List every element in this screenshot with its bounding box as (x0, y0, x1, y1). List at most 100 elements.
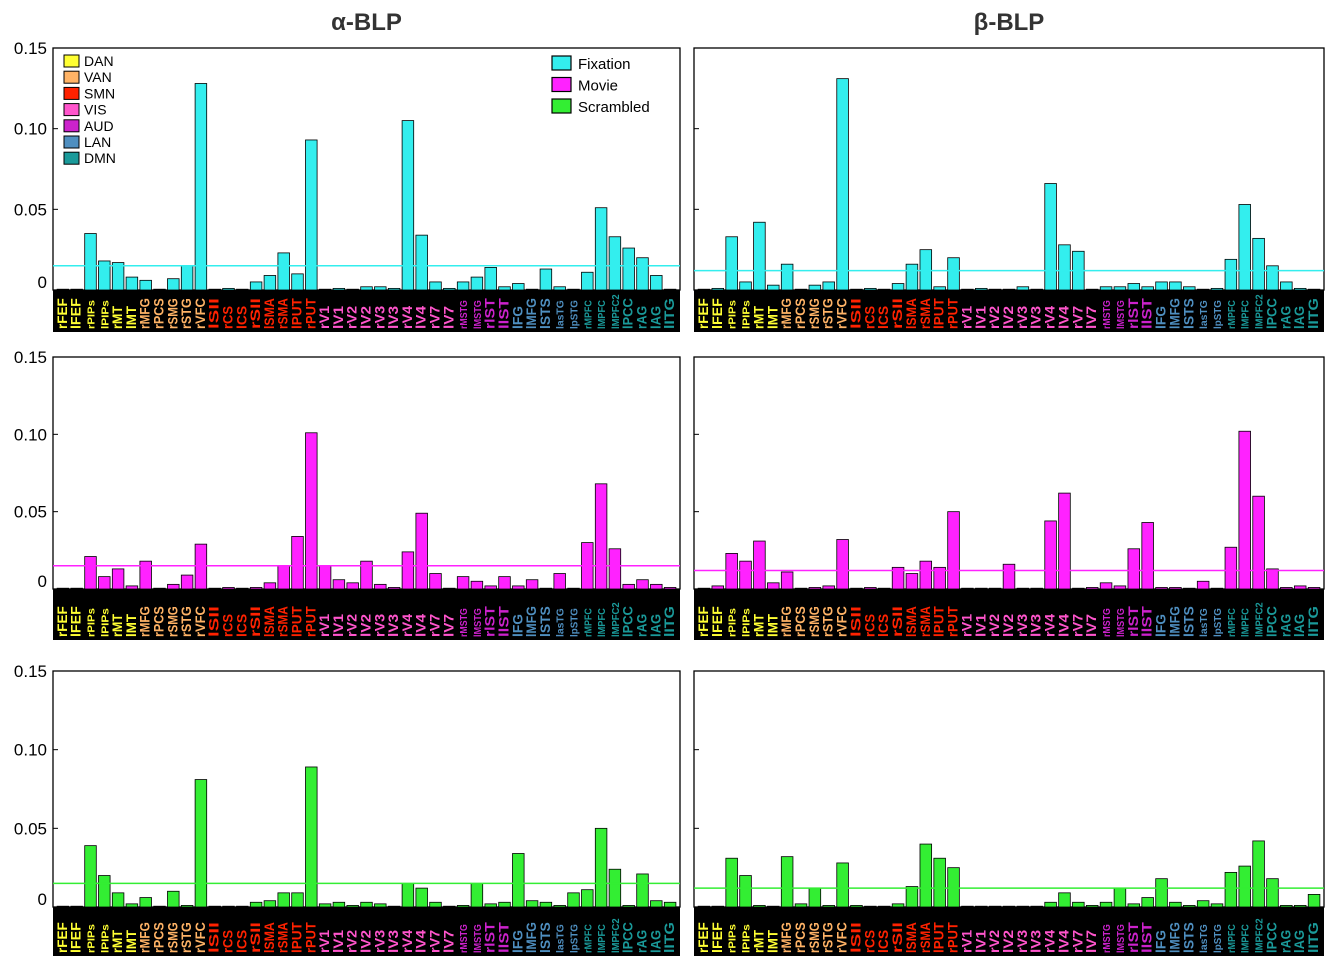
bar-rMPFC (1224, 871, 1238, 908)
bar-lSMA (263, 900, 277, 908)
bar-lMFG (525, 288, 539, 291)
x-tick-label: rVFC (192, 922, 208, 953)
bar-rSTG (180, 574, 194, 590)
x-tick-label: lasTG (555, 300, 567, 329)
x-tick-label: lV2 (1000, 306, 1016, 329)
bar-lMPFC (594, 827, 608, 908)
x-tick-label: rMT (109, 306, 125, 329)
bar-lPCC (1266, 265, 1279, 291)
x-tick-label: rMT (750, 614, 766, 637)
x-tick-label: rSMG (806, 298, 822, 329)
x-tick-label: rV3 (371, 306, 387, 329)
bars (697, 78, 1321, 291)
x-tick-label: lSII (847, 922, 863, 953)
x-tick-label: rSII (889, 922, 905, 953)
bar-rPUT (305, 766, 318, 908)
bar-lMPFC (594, 207, 608, 291)
bar-rPIPs (84, 233, 97, 291)
bar-rV4 (1044, 520, 1057, 590)
bar-lV7 (1085, 905, 1099, 908)
x-tick-label: rMFG (137, 298, 153, 329)
x-tick-label: rV7 (1069, 930, 1085, 953)
bar-lFG (1155, 281, 1168, 291)
bar-lPUT (933, 286, 946, 291)
bar-rSTG (180, 905, 194, 908)
bar-rV1 (961, 905, 974, 908)
x-tick-label: lPUT (931, 298, 947, 329)
x-tick-label: rlST (482, 606, 498, 637)
bar-rCS (222, 287, 235, 291)
bar-rAG (1280, 587, 1293, 590)
legend-swatch-scrambled (551, 98, 572, 114)
bar-lMT (767, 905, 780, 908)
x-tick-label: rV1 (316, 306, 332, 329)
x-tick-label: lPUT (289, 298, 305, 329)
x-tick-label: rV3 (1014, 614, 1030, 637)
x-tick-label: rAG (1277, 614, 1293, 637)
legend-label: VAN (84, 69, 112, 85)
bar-rPCS (794, 288, 808, 291)
bar-rPIPs (725, 553, 738, 590)
x-tick-label: rAG (634, 614, 650, 637)
bar-lV2 (360, 901, 373, 908)
bar-lMPFC2 (608, 548, 622, 590)
x-tick-label: lMPFC (596, 608, 608, 637)
bar-rSMA (919, 249, 933, 291)
bar-lITG (663, 901, 677, 908)
bar-lV1 (332, 901, 346, 908)
bar-rMFG (139, 560, 152, 590)
bar-lV1 (332, 579, 346, 590)
x-tick-label: lMPFC (596, 300, 608, 329)
bar-lSII (208, 905, 221, 908)
bar-rAG (636, 579, 649, 590)
bar-lSTS (1183, 587, 1196, 590)
x-tick-label: lPUT (931, 606, 947, 637)
bar-rSII (891, 283, 905, 291)
x-tick-label: llST (1139, 298, 1155, 329)
x-tick-label: rVFC (834, 298, 850, 329)
bar-lPCC (622, 905, 635, 908)
bar-rVFC (194, 543, 208, 590)
x-tick-label: lSMA (261, 606, 277, 637)
x-tick-label: lV2 (1000, 930, 1016, 953)
chart-title: α-BLP (331, 9, 402, 36)
bar-rMFG (780, 856, 794, 908)
x-tick-label: rMSTG (1101, 300, 1113, 329)
x-tick-label: lMPFC2 (1254, 602, 1266, 637)
bar-rSMG (808, 887, 822, 908)
legend-label: Scrambled (578, 99, 650, 116)
bar-rAG (1280, 905, 1293, 908)
bar-lMPFC (594, 483, 608, 590)
x-tick-label: rMT (109, 930, 125, 953)
x-tick-label: rPIPs (86, 608, 98, 637)
x-tick-label: lPIPs (741, 300, 753, 329)
bar-lV2 (1002, 288, 1016, 291)
x-tick-label: rV1 (958, 306, 974, 329)
bar-rSTG (180, 265, 194, 291)
bar-rMPFC (581, 271, 594, 291)
x-tick-label: lMT (123, 929, 139, 953)
bar-lFG (512, 585, 525, 590)
x-tick-label: rPCS (151, 606, 167, 637)
x-tick-label: rMPFC (1226, 300, 1238, 329)
x-tick-label: rV3 (371, 614, 387, 637)
x-tick-label: rSMG (806, 922, 822, 953)
x-tick-label: rlST (1125, 298, 1141, 329)
x-tick-label: rSMA (917, 922, 933, 953)
plot-frame (693, 47, 1325, 291)
x-tick-label: lCS (875, 614, 891, 637)
bar-lV1 (975, 587, 988, 590)
bar-rAG (636, 257, 649, 291)
bar-lFEF (711, 287, 725, 291)
bar-rPUT (305, 139, 318, 291)
label-strip (694, 290, 1324, 332)
x-tick-label: lMFG (1166, 298, 1182, 329)
bar-lMSTG (1113, 286, 1127, 291)
x-tick-label: lPIPs (741, 608, 753, 637)
x-tick-label: lV3 (385, 306, 401, 329)
x-tick-label: rlST (482, 922, 498, 953)
bar-rV3 (1016, 587, 1030, 590)
plot-frame (52, 47, 681, 291)
x-tick-label: rV4 (399, 930, 415, 953)
